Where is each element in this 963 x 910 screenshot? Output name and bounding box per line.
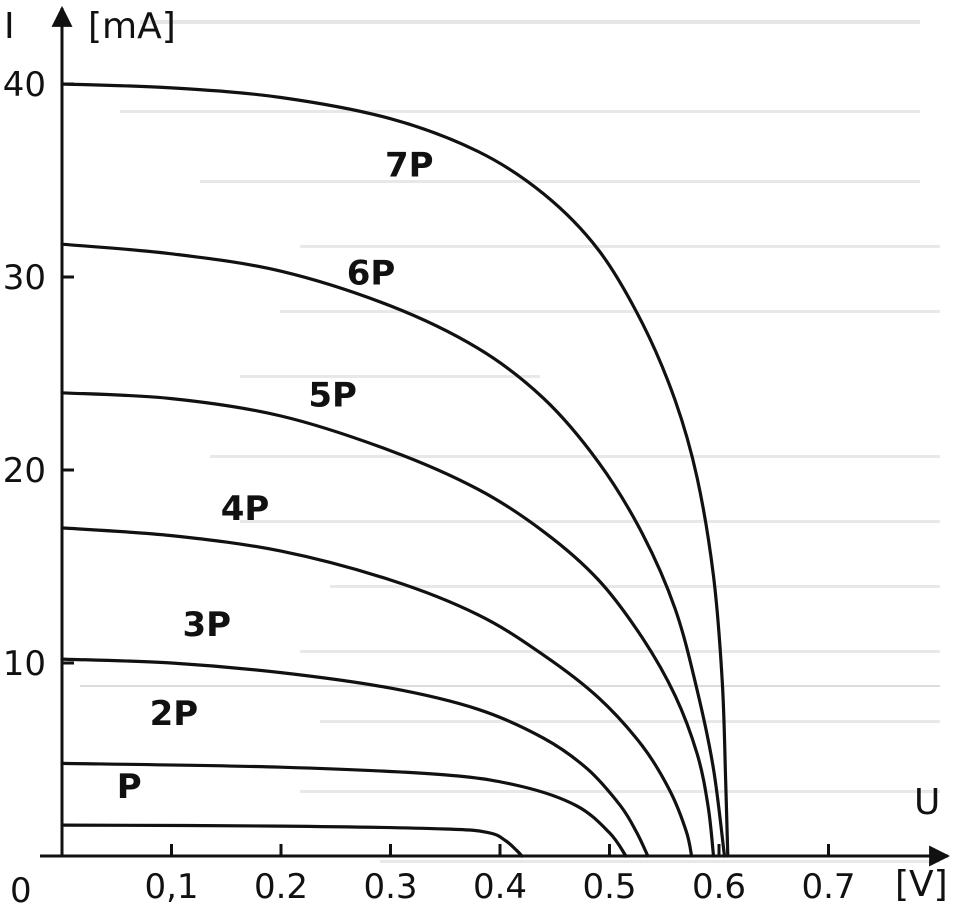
curve-p [60,823,524,858]
curve-3p [60,657,650,858]
curve-label-5p: 5P [308,375,357,415]
y-axis-label: I [4,6,15,47]
bleed-line [380,860,940,863]
y-tick-label: 30 [3,258,46,298]
curve-label-6p: 6P [347,254,396,294]
bleed-line [200,180,920,183]
curve-2p [60,761,628,858]
curve-4p [60,526,694,858]
x-tick-label: 0.3 [363,867,417,907]
bleed-line [280,310,940,313]
x-tick-label: 0.2 [254,867,308,907]
bleed-line [80,685,940,687]
bleed-line [210,455,940,458]
bleed-through-text [80,20,940,863]
bleed-line [240,375,540,378]
y-tick-label: 10 [3,644,46,684]
curve-label-4p: 4P [221,489,270,529]
bleed-line [300,650,940,653]
x-tick-label: 0.4 [473,867,527,907]
curves [60,82,730,858]
tick-labels: 0,1 0.2 0.3 0.4 0.5 0.6 0.7 10 20 30 40 [3,65,856,907]
y-tick-label: 20 [3,451,46,491]
y-axis-unit: [mA] [88,6,176,47]
x-tick-label: 0.7 [801,867,855,907]
curve-labels: P2P 3P 4P 5P 6P 7P [117,146,434,807]
curve-5p [60,391,716,858]
x-tick-label: 0.5 [582,867,636,907]
bleed-line [240,520,940,523]
curve-label-p: P [117,767,142,807]
bleed-line [120,110,920,113]
axes [40,5,951,867]
bleed-line [320,720,940,723]
x-axis-label: U [914,782,940,823]
bleed-line [330,585,940,588]
bleed-line [300,790,940,793]
origin-label: 0 [10,871,32,910]
bleed-line [300,245,940,248]
curve-7p [60,82,730,858]
x-tick-label: 0.6 [692,867,746,907]
curve-label-2p: 2P [150,694,199,734]
curve-label-3p: 3P [182,605,231,645]
ticks [62,82,830,856]
bleed-line [140,20,920,24]
curve-6p [60,242,727,858]
curve-label-7p: 7P [385,146,434,186]
x-axis-unit: [V] [895,864,948,905]
x-tick-label: 0,1 [144,867,198,907]
y-tick-label: 40 [3,65,46,105]
